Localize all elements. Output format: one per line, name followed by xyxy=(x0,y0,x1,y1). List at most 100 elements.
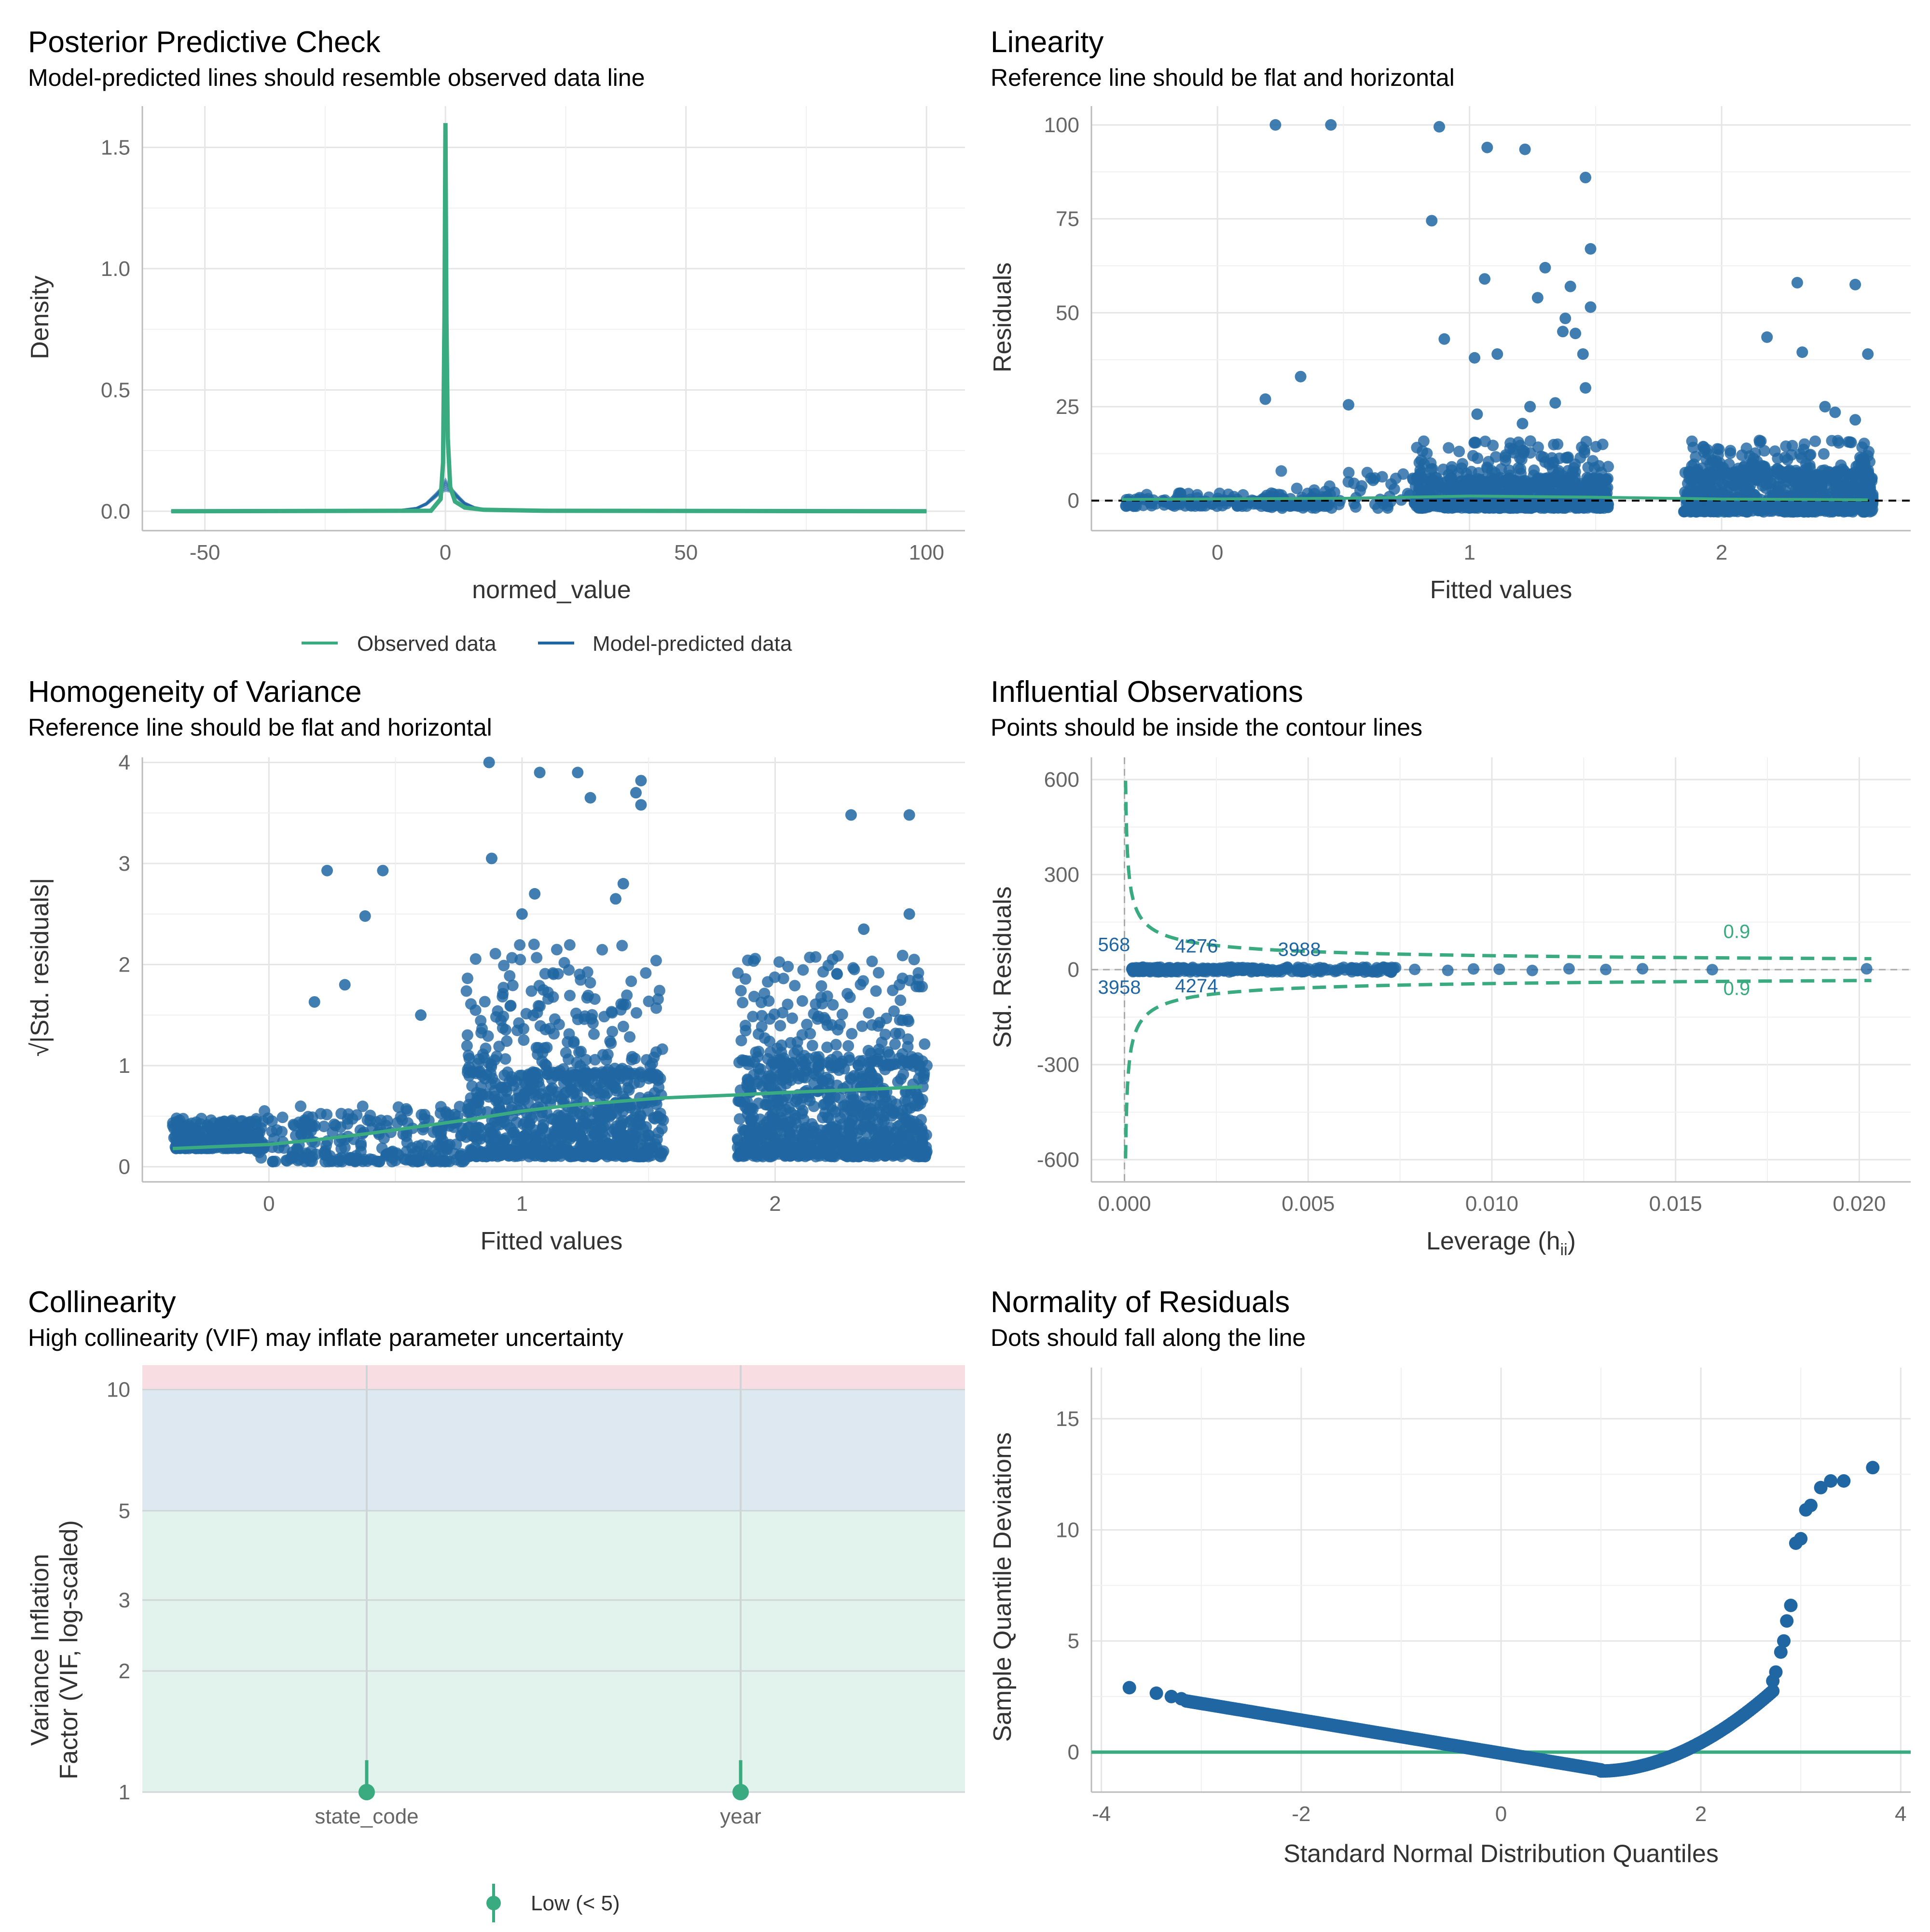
homogeneity-cluster-point-1306 xyxy=(643,995,655,1007)
linearity-cluster-point-134 xyxy=(1213,487,1226,499)
linearity-cluster-point-1492 xyxy=(1741,506,1752,518)
homogeneity-cluster-point-1097 xyxy=(524,1117,536,1129)
homogeneity-cluster-point-2236 xyxy=(908,954,920,966)
influential-point-263 xyxy=(1181,964,1193,976)
linearity-cluster-point-1622 xyxy=(1804,488,1816,500)
homogeneity-cluster-point-1166 xyxy=(546,1113,558,1125)
homogeneity-cluster-point-215 xyxy=(232,1122,244,1133)
homogeneity-cluster-point-1001 xyxy=(642,1105,654,1117)
linearity-outlier-point-12 xyxy=(1564,280,1576,292)
normality-title: Normality of Residuals xyxy=(991,1286,1290,1319)
homogeneity-cluster-point-2174 xyxy=(872,1020,884,1032)
homogeneity-cluster-point-2060 xyxy=(732,1150,744,1162)
linearity-cluster-point-841 xyxy=(1577,499,1589,511)
homogeneity-cluster-point-1371 xyxy=(520,1008,532,1020)
linearity-outlier-point-20 xyxy=(1469,352,1481,364)
homogeneity-cluster-point-1374 xyxy=(626,1054,638,1066)
linearity-cluster-point-962 xyxy=(1426,463,1438,475)
linearity-cluster-point-966 xyxy=(1600,474,1613,486)
linearity-cluster-point-1574 xyxy=(1842,477,1854,489)
homogeneity-cluster-point-1315 xyxy=(656,1043,668,1055)
linearity-outlier-point-24 xyxy=(1577,348,1589,360)
homogeneity-cluster-point-475 xyxy=(288,1151,300,1164)
homogeneity-cluster-point-462 xyxy=(441,1142,453,1154)
homogeneity-cluster-point-2169 xyxy=(921,1059,933,1071)
homogeneity-cluster-point-2140 xyxy=(815,980,827,992)
homogeneity-outlier-point-20 xyxy=(903,908,915,920)
ppc-observed-line xyxy=(171,123,927,514)
homogeneity-outlier-point-4 xyxy=(584,792,596,804)
homogeneity-cluster-point-1232 xyxy=(652,993,664,1005)
collinearity-ytick-0: 1 xyxy=(119,1781,130,1804)
homogeneity-cluster-point-1208 xyxy=(551,944,563,956)
homogeneity-cluster-point-453 xyxy=(449,1109,461,1121)
linearity-xtick-0: 0 xyxy=(1212,541,1223,564)
linearity-cluster-point-1624 xyxy=(1838,504,1850,516)
homogeneity-cluster-point-473 xyxy=(276,1126,288,1137)
homogeneity-cluster-point-335 xyxy=(276,1111,289,1124)
homogeneity-cluster-point-1135 xyxy=(628,1134,640,1145)
homogeneity-cluster-point-1164 xyxy=(571,1149,583,1161)
influential-point-277 xyxy=(1493,963,1505,975)
homogeneity-cluster-point-1346 xyxy=(529,1067,541,1079)
linearity-cluster-point-973 xyxy=(1472,452,1484,464)
collinearity-title: Collinearity xyxy=(28,1286,176,1319)
homogeneity-cluster-point-1272 xyxy=(615,998,627,1010)
legend-predicted-label: Model-predicted data xyxy=(593,632,792,656)
homogeneity-cluster-point-1168 xyxy=(501,1085,512,1097)
homogeneity-cluster-point-2211 xyxy=(910,980,922,992)
influential-xtick-0: 0.000 xyxy=(1098,1192,1151,1216)
linearity-subtitle: Reference line should be flat and horizo… xyxy=(991,64,1455,91)
linearity-ytick-3: 75 xyxy=(1056,207,1079,231)
homogeneity-cluster-point-1334 xyxy=(513,1017,525,1029)
homogeneity-cluster-point-1038 xyxy=(468,1131,480,1143)
influential-point-260 xyxy=(1130,963,1142,975)
normality-y-label: Sample Quantile Deviations xyxy=(989,1432,1017,1742)
homogeneity-cluster-point-1165 xyxy=(502,1143,514,1155)
homogeneity-cluster-point-2063 xyxy=(761,1099,773,1111)
linearity-xtick-2: 2 xyxy=(1716,541,1727,564)
homogeneity-cluster-point-1047 xyxy=(643,1129,655,1141)
homogeneity-cluster-point-2196 xyxy=(748,990,760,1002)
homogeneity-cluster-point-1953 xyxy=(796,1132,808,1144)
homogeneity-cluster-point-1120 xyxy=(543,1085,555,1097)
homogeneity-cluster-point-904 xyxy=(653,1082,665,1093)
homogeneity-cluster-point-2058 xyxy=(767,1108,778,1120)
homogeneity-cluster-point-2057 xyxy=(879,1145,891,1157)
collinearity-ytick-3: 5 xyxy=(119,1499,130,1523)
linearity-outlier-point-11 xyxy=(1849,278,1861,290)
influential-point-267 xyxy=(1236,964,1248,976)
homogeneity-cluster-point-2255 xyxy=(798,1050,810,1062)
homogeneity-cluster-point-1330 xyxy=(575,974,587,986)
homogeneity-cluster-point-2176 xyxy=(797,964,809,976)
homogeneity-outlier-point-11 xyxy=(486,852,497,864)
linearity-x-label: Fitted values xyxy=(1430,576,1572,604)
collinearity-xtick-1: year xyxy=(720,1805,761,1828)
homogeneity-cluster-point-1279 xyxy=(480,1042,492,1055)
normality-point-271 xyxy=(1784,1599,1798,1612)
homogeneity-outlier-point-7 xyxy=(845,809,857,821)
homogeneity-cluster-point-2138 xyxy=(747,1011,759,1023)
homogeneity-cluster-point-468 xyxy=(413,1155,425,1167)
homogeneity-cluster-point-2214 xyxy=(846,1028,858,1040)
influential-point-278 xyxy=(1526,964,1538,976)
linearity-cluster-point-1773 xyxy=(1758,461,1769,473)
homogeneity-cluster-point-1320 xyxy=(539,1024,551,1036)
linearity-cluster-point-1658 xyxy=(1809,435,1821,447)
linearity-cluster-point-1782 xyxy=(1818,448,1830,460)
homogeneity-cluster-point-1175 xyxy=(538,1119,549,1131)
homogeneity-cluster-point-1321 xyxy=(500,1024,511,1036)
linearity-outlier-point-34 xyxy=(1516,418,1529,430)
homogeneity-cluster-point-2210 xyxy=(806,1040,818,1052)
linearity-outlier-point-0 xyxy=(1269,119,1282,131)
homogeneity-cluster-point-2249 xyxy=(866,955,878,967)
normality-point-263 xyxy=(1149,1686,1163,1700)
homogeneity-cluster-point-1378 xyxy=(628,1068,640,1080)
homogeneity-cluster-point-2042 xyxy=(800,1122,812,1134)
homogeneity-cluster-point-1902 xyxy=(733,1113,745,1125)
homogeneity-cluster-point-1134 xyxy=(606,1150,618,1162)
homogeneity-cluster-point-2168 xyxy=(763,995,775,1007)
linearity-cluster-point-163 xyxy=(1291,482,1303,494)
homogeneity-cluster-point-2233 xyxy=(816,998,828,1010)
homogeneity-cluster-point-384 xyxy=(251,1145,263,1157)
